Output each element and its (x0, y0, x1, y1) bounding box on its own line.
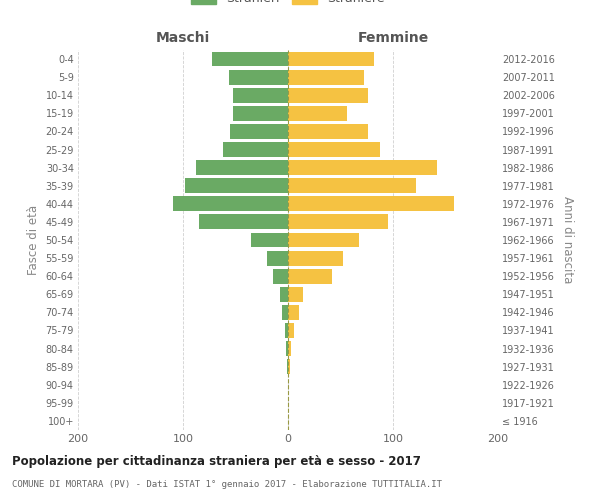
Bar (288, 214, 388, 230)
Bar (288, 196, 454, 211)
Bar (223, 142, 288, 157)
Bar (282, 305, 288, 320)
Bar (288, 359, 290, 374)
Y-axis label: Fasce di età: Fasce di età (27, 205, 40, 275)
Bar (288, 305, 299, 320)
Bar (173, 196, 288, 211)
Bar (288, 341, 291, 356)
Text: Maschi: Maschi (156, 31, 210, 45)
Bar (233, 88, 288, 102)
Bar (288, 160, 437, 175)
Bar (251, 232, 288, 248)
Bar (288, 124, 368, 139)
Bar (288, 250, 343, 266)
Bar (287, 359, 288, 374)
Bar (286, 341, 288, 356)
Bar (274, 269, 288, 283)
Text: Popolazione per cittadinanza straniera per età e sesso - 2017: Popolazione per cittadinanza straniera p… (12, 455, 421, 468)
Bar (285, 323, 288, 338)
Bar (288, 70, 364, 84)
Bar (229, 70, 288, 84)
Bar (199, 214, 288, 230)
Bar (196, 160, 288, 175)
Bar (288, 52, 374, 66)
Bar (185, 178, 288, 193)
Bar (288, 178, 416, 193)
Bar (288, 88, 368, 102)
Bar (288, 269, 332, 283)
Bar (288, 106, 347, 121)
Text: COMUNE DI MORTARA (PV) - Dati ISTAT 1° gennaio 2017 - Elaborazione TUTTITALIA.IT: COMUNE DI MORTARA (PV) - Dati ISTAT 1° g… (12, 480, 442, 489)
Text: Femmine: Femmine (358, 31, 428, 45)
Bar (267, 250, 288, 266)
Bar (288, 287, 303, 302)
Bar (212, 52, 288, 66)
Bar (233, 106, 288, 121)
Bar (230, 124, 288, 139)
Bar (288, 142, 380, 157)
Bar (280, 287, 288, 302)
Y-axis label: Anni di nascita: Anni di nascita (560, 196, 574, 284)
Bar (288, 232, 359, 248)
Legend: Stranieri, Straniere: Stranieri, Straniere (187, 0, 389, 9)
Bar (288, 323, 295, 338)
